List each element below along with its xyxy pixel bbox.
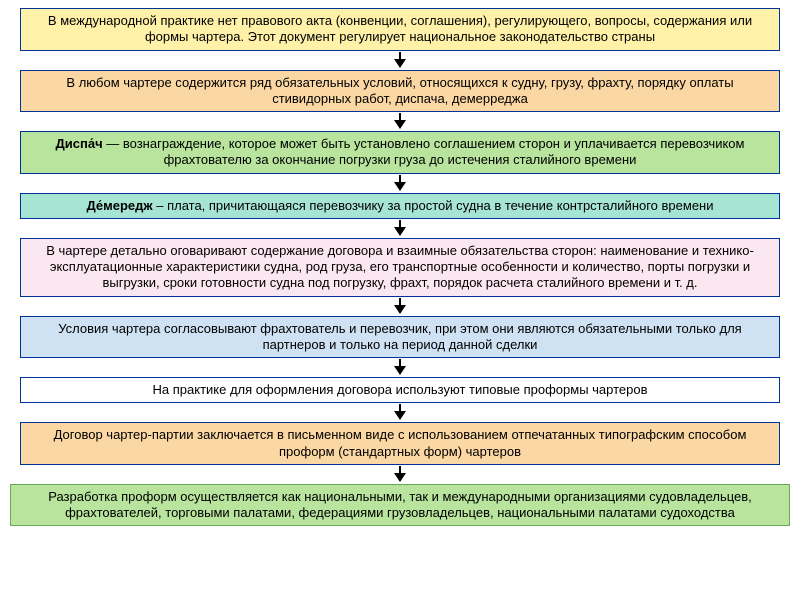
- flow-box-9: Разработка проформ осуществляется как на…: [10, 484, 790, 527]
- arrow-5: [394, 298, 406, 314]
- arrow-head-icon: [394, 182, 406, 191]
- arrow-2: [394, 113, 406, 129]
- arrow-shaft: [399, 175, 401, 182]
- arrow-shaft: [399, 220, 401, 227]
- flow-box-8: Договор чартер-партии заключается в пись…: [20, 422, 780, 465]
- arrow-shaft: [399, 113, 401, 120]
- arrow-6: [394, 359, 406, 375]
- flow-box-2: В любом чартере содержится ряд обязатель…: [20, 70, 780, 113]
- arrow-head-icon: [394, 411, 406, 420]
- arrow-head-icon: [394, 227, 406, 236]
- arrow-head-icon: [394, 473, 406, 482]
- arrow-1: [394, 52, 406, 68]
- arrow-head-icon: [394, 305, 406, 314]
- arrow-shaft: [399, 466, 401, 473]
- arrow-shaft: [399, 298, 401, 305]
- arrow-head-icon: [394, 59, 406, 68]
- flow-box-5: В чартере детально оговаривают содержани…: [20, 238, 780, 297]
- arrow-3: [394, 175, 406, 191]
- arrow-7: [394, 404, 406, 420]
- arrow-head-icon: [394, 366, 406, 375]
- flow-box-3: Диспа́ч — вознаграждение, которое может …: [20, 131, 780, 174]
- flow-box-4: Де́мередж – плата, причитающаяся перевоз…: [20, 193, 780, 219]
- flow-box-1: В международной практике нет правового а…: [20, 8, 780, 51]
- arrow-head-icon: [394, 120, 406, 129]
- arrow-4: [394, 220, 406, 236]
- arrow-shaft: [399, 52, 401, 59]
- flow-box-7: На практике для оформления договора испо…: [20, 377, 780, 403]
- arrow-8: [394, 466, 406, 482]
- arrow-shaft: [399, 404, 401, 411]
- flow-box-6: Условия чартера согласовывают фрахтовате…: [20, 316, 780, 359]
- arrow-shaft: [399, 359, 401, 366]
